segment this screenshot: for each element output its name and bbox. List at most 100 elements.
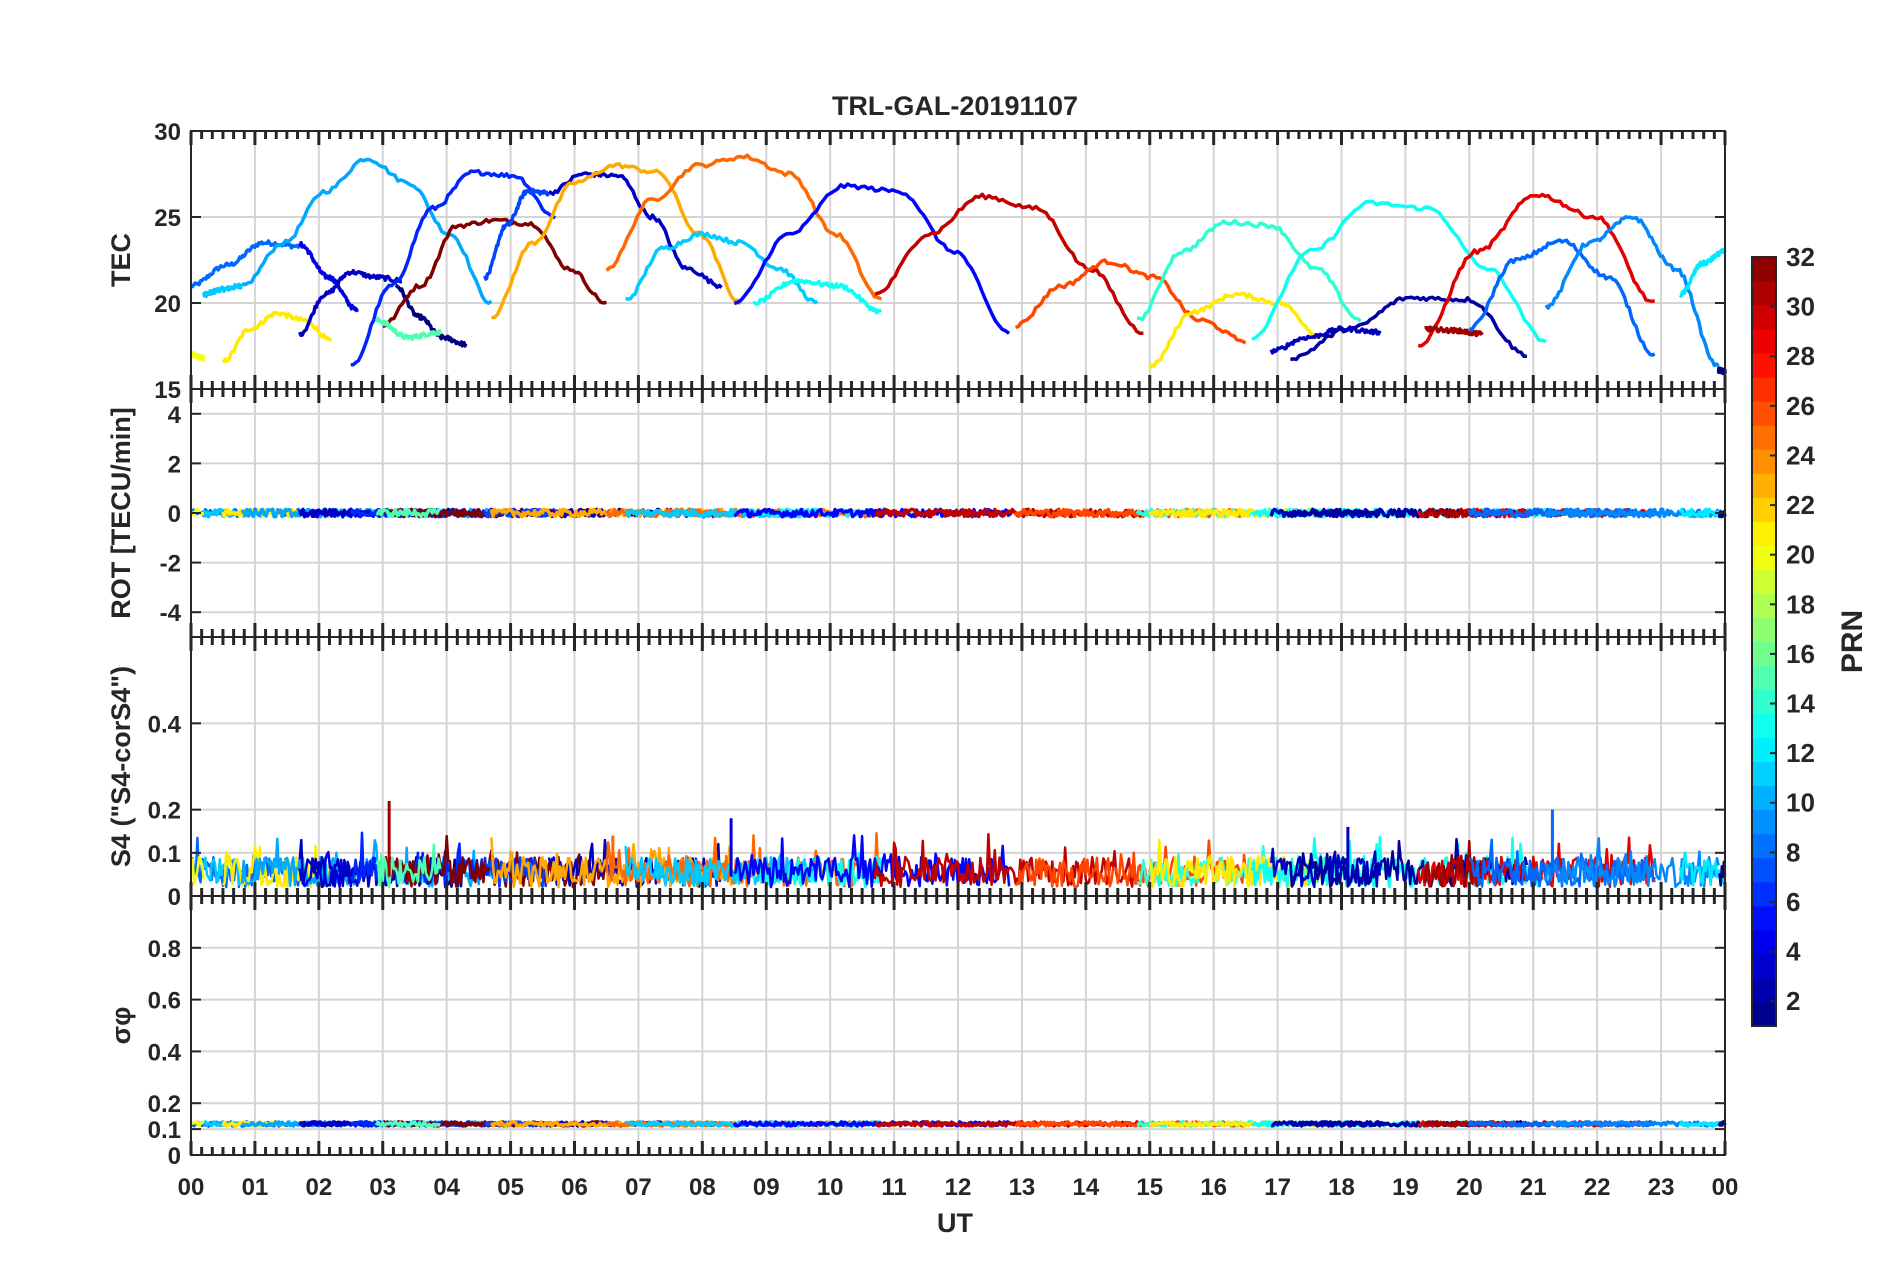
- y-tick-label: -2: [160, 551, 181, 578]
- x-tick-label: 16: [1200, 1174, 1227, 1201]
- panel-s4: 0 0.1 0.2 0.4 S4 ("S4-corS4"): [106, 636, 1727, 911]
- tec-arc-prn-1: [394, 283, 468, 348]
- colorbar-tick-label: 6: [1786, 887, 1800, 917]
- x-tick-label: 13: [1009, 1174, 1036, 1201]
- colorbar-swatch: [1752, 329, 1776, 354]
- colorbar-tick-label: 24: [1786, 440, 1815, 470]
- tec-arc-prn-6: [350, 168, 557, 367]
- y-tick-label: 0: [168, 501, 181, 528]
- y-tick-label: -4: [160, 600, 182, 627]
- colorbar-swatch: [1752, 665, 1776, 691]
- trace-s4-prn-9: [1544, 837, 1720, 889]
- trace-s4-prn-5: [733, 834, 1011, 889]
- trace-rot-prn-20: [189, 507, 205, 517]
- y-tick-label: 20: [154, 291, 181, 318]
- x-tick-label: 14: [1072, 1174, 1099, 1201]
- y-axis-label: TEC: [106, 233, 136, 287]
- colorbar-tick-label: 26: [1786, 391, 1815, 421]
- panel-sigma_phi-ticks: [189, 896, 1727, 1156]
- x-tick-label: 06: [561, 1174, 588, 1201]
- colorbar-swatch: [1752, 593, 1776, 618]
- x-tick-label: 00: [178, 1174, 205, 1201]
- trace-sigma_phi-prn-12: [1678, 1120, 1727, 1128]
- y-tick-label: 25: [154, 205, 181, 232]
- colorbar-swatch: [1752, 785, 1776, 811]
- x-tick-labels: 00 01 02 03 04 05 06 07 08 09 10 11 12 13 14 15 16 17 18 19…: [178, 1174, 1739, 1201]
- colorbar-tick-label: 14: [1786, 689, 1815, 719]
- x-tick-label: 03: [369, 1174, 396, 1201]
- tec-arc-prn-4: [298, 240, 359, 313]
- colorbar-swatch: [1752, 521, 1776, 546]
- trace-rot-prn-15: [375, 507, 442, 519]
- tec-arc-prn-32: [382, 217, 607, 329]
- trace-s4-prn-1: [1717, 860, 1727, 887]
- trace-rot-prn-1: [1717, 510, 1727, 519]
- x-tick-label: 00: [1712, 1174, 1739, 1201]
- colorbar-swatch: [1752, 833, 1776, 859]
- colorbar-swatch: [1752, 545, 1776, 570]
- x-tick-label: 02: [305, 1174, 332, 1201]
- y-tick-label: 0.2: [148, 1091, 181, 1118]
- trace-s4-prn-4: [298, 850, 358, 889]
- colorbar-tick-label: 16: [1786, 639, 1815, 669]
- colorbar-tick-label: 8: [1786, 837, 1800, 867]
- colorbar-swatch: [1752, 377, 1776, 402]
- x-tick-label: 18: [1328, 1174, 1355, 1201]
- panel-tec-data: [189, 153, 1727, 376]
- tec-arc-prn-25: [605, 153, 883, 301]
- y-tick-label: 0.1: [148, 841, 181, 868]
- tec-arc-prn-3: [298, 268, 403, 337]
- y-tick-label: 15: [154, 377, 181, 404]
- y-tick-label: 30: [154, 119, 181, 146]
- panel-rot-ticks: [189, 389, 1727, 637]
- panel-s4-ticks: [189, 637, 1727, 897]
- colorbar-swatch: [1752, 905, 1776, 931]
- colorbar-tick-label: 20: [1786, 540, 1815, 570]
- panel-rot: -4 -2 0 2 4 ROT [TECU/min]: [106, 388, 1727, 638]
- trace-sigma_phi-prn-20: [189, 1120, 205, 1128]
- y-tick-label: 0.6: [148, 988, 181, 1015]
- y-tick-label: 0: [168, 1143, 181, 1170]
- trace-sigma_phi-prn-9: [1545, 1120, 1720, 1128]
- y-axis-label: S4 ("S4-corS4"): [106, 666, 136, 867]
- colorbar-swatch: [1752, 737, 1776, 763]
- colorbar-tick-label: 2: [1786, 986, 1800, 1016]
- panel-sigma_phi-grid: [190, 896, 1726, 1156]
- tec-arc-prn-15: [374, 316, 442, 342]
- panel-rot-data: [189, 507, 1727, 519]
- colorbar-swatch: [1752, 809, 1776, 835]
- x-tick-label: 01: [242, 1174, 269, 1201]
- tec-arc-prn-21: [1148, 291, 1324, 370]
- trace-s4-prn-15: [375, 843, 442, 888]
- tec-arc-prn-13: [1251, 199, 1547, 344]
- y-tick-label: 0.2: [148, 798, 181, 825]
- x-axis-label: UT: [937, 1208, 973, 1238]
- tec-arc-prn-21: [221, 311, 333, 363]
- colorbar-frame: [1751, 256, 1777, 1027]
- x-tick-label: 19: [1392, 1174, 1419, 1201]
- tec-arc-prn-14: [1137, 218, 1362, 323]
- colorbar-tick-label: 30: [1786, 292, 1815, 322]
- tec-arc-prn-2: [1290, 295, 1528, 362]
- tec-arc-prn-30: [874, 192, 1144, 336]
- panel-s4-data: [189, 801, 1727, 889]
- colorbar-swatch: [1752, 857, 1776, 883]
- colorbar-swatch: [1752, 929, 1776, 955]
- x-tick-label: 05: [497, 1174, 524, 1201]
- colorbar-swatch: [1752, 305, 1776, 330]
- y-axis-label: σφ: [106, 1007, 136, 1045]
- x-tick-label: 08: [689, 1174, 716, 1201]
- tec-arc-prn-3: [547, 170, 723, 290]
- y-axis-label: ROT [TECU/min]: [106, 407, 136, 618]
- colorbar-tick-label: 32: [1786, 242, 1815, 272]
- colorbar-swatch: [1752, 713, 1776, 739]
- colorbar-swatch: [1752, 977, 1776, 1003]
- colorbar-tick-label: 18: [1786, 589, 1815, 619]
- panel-tec-grid: [190, 130, 1726, 390]
- colorbar-swatch: [1752, 689, 1776, 715]
- colorbar-swatch: [1752, 569, 1776, 594]
- chart-title: TRL-GAL-20191107: [832, 91, 1078, 121]
- tec-arc-prn-12: [1678, 247, 1727, 298]
